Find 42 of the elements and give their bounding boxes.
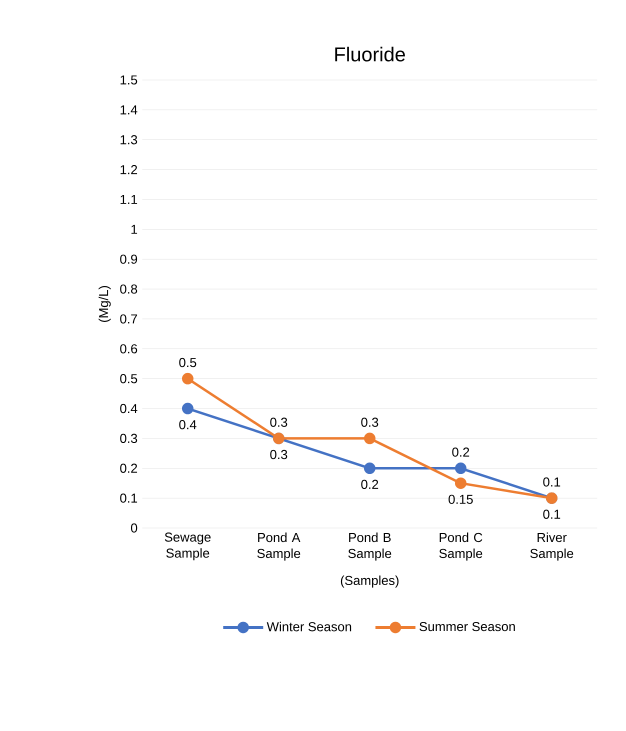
data-label: 0.4 (179, 420, 196, 430)
x-axis-title: (Samples) (340, 576, 398, 588)
chart-title: Fluoride (335, 46, 405, 62)
y-tick-label: 0.5 (120, 374, 138, 384)
x-tick-label: Pond B Sample (348, 532, 392, 561)
x-tick-label: Sewage Sample (164, 532, 211, 560)
data-label: 0.5 (179, 358, 196, 368)
y-tick-label: 1.1 (120, 194, 137, 204)
y-tick-label: 1.3 (120, 135, 138, 144)
x-tick-label: Pond A Sample (257, 532, 300, 561)
data-label: 0.2 (361, 480, 378, 489)
legend-label: Winter Season (266, 622, 351, 632)
y-tick-label: 0.6 (120, 344, 138, 354)
y-tick-label: 0.1 (120, 494, 137, 503)
data-label: 0.1 (543, 477, 560, 487)
data-label: 0.15 (448, 494, 473, 504)
data-label: 0.3 (270, 418, 288, 427)
y-tick-label: 0.8 (120, 284, 138, 294)
y-tick-label: 1 (131, 224, 137, 234)
legend-label: Summer Season (419, 622, 515, 632)
y-tick-label: 0 (130, 523, 138, 533)
y-tick-label: 1.2 (120, 165, 137, 174)
y-tick-label: 0.3 (120, 434, 138, 443)
y-axis-title: (Mg/L) (98, 286, 111, 322)
x-tick-label: Pond C Sample (439, 532, 482, 561)
y-tick-label: 0.7 (120, 314, 137, 324)
y-tick-label: 0.2 (120, 464, 137, 473)
point (364, 462, 376, 474)
data-label: 0.3 (361, 418, 378, 427)
data-label: 0.1 (543, 510, 560, 519)
point (182, 372, 194, 384)
point (182, 402, 194, 414)
y-tick-label: 1.5 (120, 75, 138, 85)
point (454, 462, 466, 474)
y-tick-label: 0.9 (120, 254, 137, 264)
data-label: 0.3 (270, 450, 288, 460)
y-tick-label: 1.4 (120, 105, 138, 114)
point (364, 432, 376, 444)
point (454, 477, 466, 489)
x-tick-label: River Sample (530, 532, 574, 561)
y-tick-label: 0.4 (120, 404, 138, 414)
data-label: 0.2 (452, 448, 469, 457)
